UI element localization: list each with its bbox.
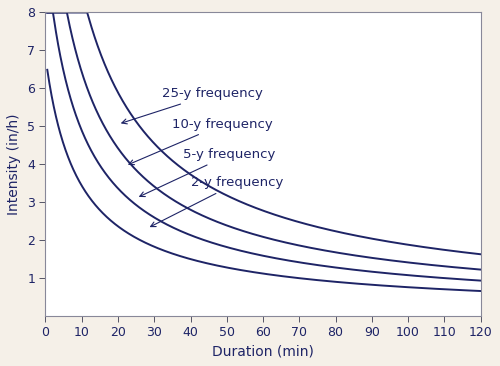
Text: 10-y frequency: 10-y frequency bbox=[129, 118, 273, 165]
Y-axis label: Intensity (in/h): Intensity (in/h) bbox=[8, 113, 22, 215]
Text: 25-y frequency: 25-y frequency bbox=[122, 87, 262, 124]
X-axis label: Duration (min): Duration (min) bbox=[212, 344, 314, 359]
Text: 5-y frequency: 5-y frequency bbox=[140, 148, 276, 197]
Text: 2-y frequency: 2-y frequency bbox=[150, 176, 283, 227]
